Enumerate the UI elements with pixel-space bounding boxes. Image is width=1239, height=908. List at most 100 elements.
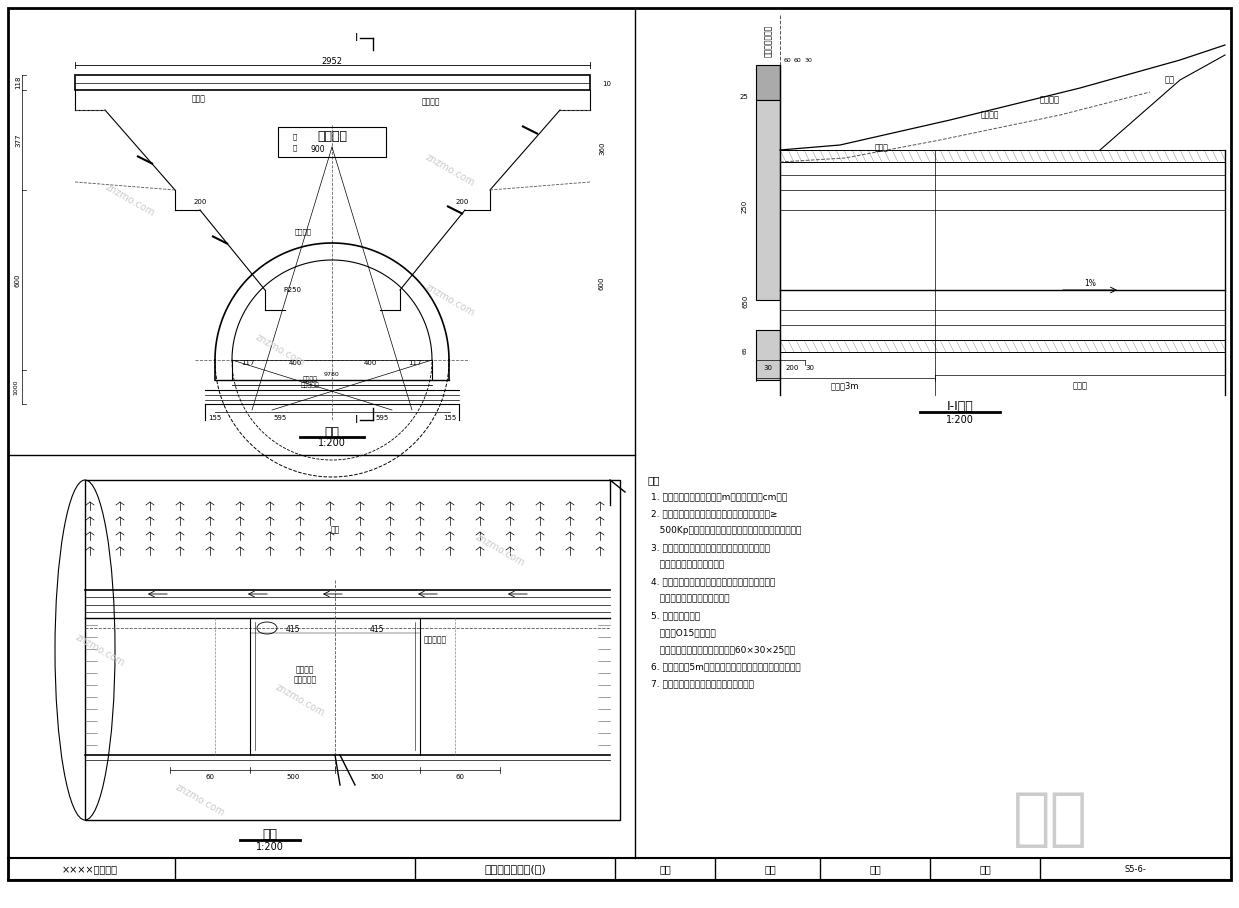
- Text: znzmo.com: znzmo.com: [424, 152, 477, 188]
- Text: 立面: 立面: [325, 426, 339, 439]
- Text: S5-6-: S5-6-: [1124, 864, 1146, 873]
- Text: 155: 155: [444, 415, 457, 421]
- Text: 平面: 平面: [263, 828, 278, 842]
- Bar: [756, 330, 781, 380]
- Text: 1:200: 1:200: [318, 438, 346, 448]
- Text: 注：: 注：: [648, 475, 660, 485]
- Text: 进口端洞口桩号: 进口端洞口桩号: [764, 25, 773, 57]
- Text: 65: 65: [742, 346, 747, 354]
- Text: 暗挖段: 暗挖段: [1073, 381, 1088, 390]
- Text: 60: 60: [456, 774, 465, 780]
- Text: 里: 里: [292, 133, 297, 141]
- Text: 墙身：O15片石砼；: 墙身：O15片石砼；: [650, 628, 716, 637]
- Text: 250: 250: [742, 200, 748, 213]
- Text: 顺砌筑，拱圈应接环向拱筑。: 顺砌筑，拱圈应接环向拱筑。: [650, 594, 730, 603]
- Text: 200: 200: [193, 199, 207, 205]
- Text: 2. 明洞基础应落在稳固地基上，要求地基承载力≥: 2. 明洞基础应落在稳固地基上，要求地基承载力≥: [650, 509, 777, 518]
- Text: znzmo.com: znzmo.com: [104, 182, 156, 218]
- Text: 60: 60: [784, 57, 792, 63]
- Text: R250: R250: [282, 287, 301, 293]
- Text: 595: 595: [274, 415, 286, 421]
- Text: 30: 30: [763, 365, 772, 371]
- Text: I: I: [356, 33, 358, 43]
- Text: 30: 30: [805, 365, 814, 371]
- Text: 9780: 9780: [325, 372, 339, 378]
- Text: 6. 隧道开挖线5m外设一截水沟，形式及数量见路基图纸。: 6. 隧道开挖线5m外设一截水沟，形式及数量见路基图纸。: [650, 662, 800, 671]
- Text: 650: 650: [742, 295, 748, 309]
- Text: 118: 118: [15, 75, 21, 89]
- Text: 400: 400: [363, 360, 377, 366]
- Text: 审核: 审核: [869, 864, 881, 874]
- Text: 595: 595: [375, 415, 389, 421]
- Text: 200: 200: [455, 199, 468, 205]
- Text: 隧道中线: 隧道中线: [295, 229, 311, 235]
- Text: 隧道中线
行车道中线: 隧道中线 行车道中线: [301, 376, 320, 388]
- Text: 图号: 图号: [979, 864, 991, 874]
- Text: 东山隧道: 东山隧道: [317, 131, 347, 143]
- Bar: [76, 75, 590, 90]
- Text: 隧道中线: 隧道中线: [296, 666, 315, 675]
- Text: 1. 本图尺寸除标高，里程以m计外，余均以cm计。: 1. 本图尺寸除标高，里程以m计外，余均以cm计。: [650, 492, 787, 501]
- Text: 60: 60: [794, 57, 802, 63]
- Text: 砌用同一种材料整体浇筑。: 砌用同一种材料整体浇筑。: [650, 560, 724, 569]
- Text: 1000: 1000: [14, 380, 19, 395]
- Text: 1%: 1%: [1084, 280, 1097, 289]
- Text: 155: 155: [208, 415, 222, 421]
- Text: 415: 415: [286, 626, 300, 635]
- Text: znzmo.com: znzmo.com: [424, 281, 477, 318]
- Text: I-I剖面: I-I剖面: [947, 400, 974, 413]
- Text: 复核: 复核: [764, 864, 776, 874]
- Text: znzmo.com: znzmo.com: [173, 782, 227, 818]
- Text: 10: 10: [602, 81, 611, 87]
- Text: 3. 施工时应将隧道洞门范围内衬砌与洞口区段衬: 3. 施工时应将隧道洞门范围内衬砌与洞口区段衬: [650, 543, 769, 552]
- Text: 500: 500: [370, 774, 384, 780]
- Text: 2952: 2952: [321, 57, 342, 66]
- Text: 7. 本图适用于东山隧道进口端洞门工程。: 7. 本图适用于东山隧道进口端洞门工程。: [650, 679, 753, 688]
- Text: 知末: 知末: [1012, 790, 1088, 850]
- Text: 回填线: 回填线: [192, 94, 206, 104]
- Text: 117: 117: [242, 360, 255, 366]
- Text: 900: 900: [311, 145, 326, 154]
- Text: 4. 洞门墙砌面采用毛面花岗岩细料石砌块接一丁一: 4. 洞门墙砌面采用毛面花岗岩细料石砌块接一丁一: [650, 577, 776, 586]
- Text: 进洞口桩号: 进洞口桩号: [424, 636, 446, 645]
- Text: 原地面线: 原地面线: [421, 97, 440, 106]
- Text: 377: 377: [15, 133, 21, 147]
- Text: 117: 117: [408, 360, 421, 366]
- Text: ××××隧道工程: ××××隧道工程: [62, 864, 118, 874]
- Text: 岩体: 岩体: [1165, 75, 1175, 84]
- Bar: [756, 330, 781, 380]
- Text: 360: 360: [598, 142, 605, 155]
- Text: I: I: [356, 415, 358, 425]
- Text: 东山隧道洞门图(一): 东山隧道洞门图(一): [484, 864, 546, 874]
- Bar: [85, 480, 620, 820]
- Text: znzmo.com: znzmo.com: [274, 682, 326, 718]
- Text: 600: 600: [598, 277, 605, 290]
- Bar: [756, 100, 781, 300]
- Text: 回填土石: 回填土石: [1040, 95, 1061, 104]
- Text: 500Kp，如在土层上，应实测地基承载力，再作处理。: 500Kp，如在土层上，应实测地基承载力，再作处理。: [650, 526, 802, 535]
- Text: znzmo.com: znzmo.com: [73, 632, 126, 668]
- Text: 400: 400: [289, 360, 301, 366]
- Text: 200: 200: [786, 365, 799, 371]
- Text: 60: 60: [206, 774, 214, 780]
- Bar: [278, 127, 387, 157]
- Text: 5. 洞门材料规格：: 5. 洞门材料规格：: [650, 611, 700, 620]
- Text: 1:200: 1:200: [947, 415, 974, 425]
- Text: 500: 500: [286, 774, 300, 780]
- Bar: [756, 65, 781, 100]
- Text: 设计: 设计: [659, 864, 670, 874]
- Text: 明洞长3m: 明洞长3m: [831, 381, 860, 390]
- Text: 砌面：毛面花岗岩细料石砌块（60×30×25）。: 砌面：毛面花岗岩细料石砌块（60×30×25）。: [650, 645, 795, 654]
- Text: 程: 程: [292, 144, 297, 152]
- Text: znzmo.com: znzmo.com: [254, 331, 306, 368]
- Text: 回填线: 回填线: [875, 143, 888, 153]
- Text: 600: 600: [15, 273, 21, 287]
- Text: 1:200: 1:200: [256, 842, 284, 852]
- Text: 30: 30: [804, 57, 812, 63]
- Text: 植草: 植草: [331, 526, 339, 535]
- Text: 行车道中线: 行车道中线: [294, 676, 316, 685]
- Text: 原地面线: 原地面线: [981, 111, 999, 120]
- Text: 415: 415: [369, 626, 384, 635]
- Text: znzmo.com: znzmo.com: [473, 532, 527, 568]
- Text: 25: 25: [740, 94, 748, 100]
